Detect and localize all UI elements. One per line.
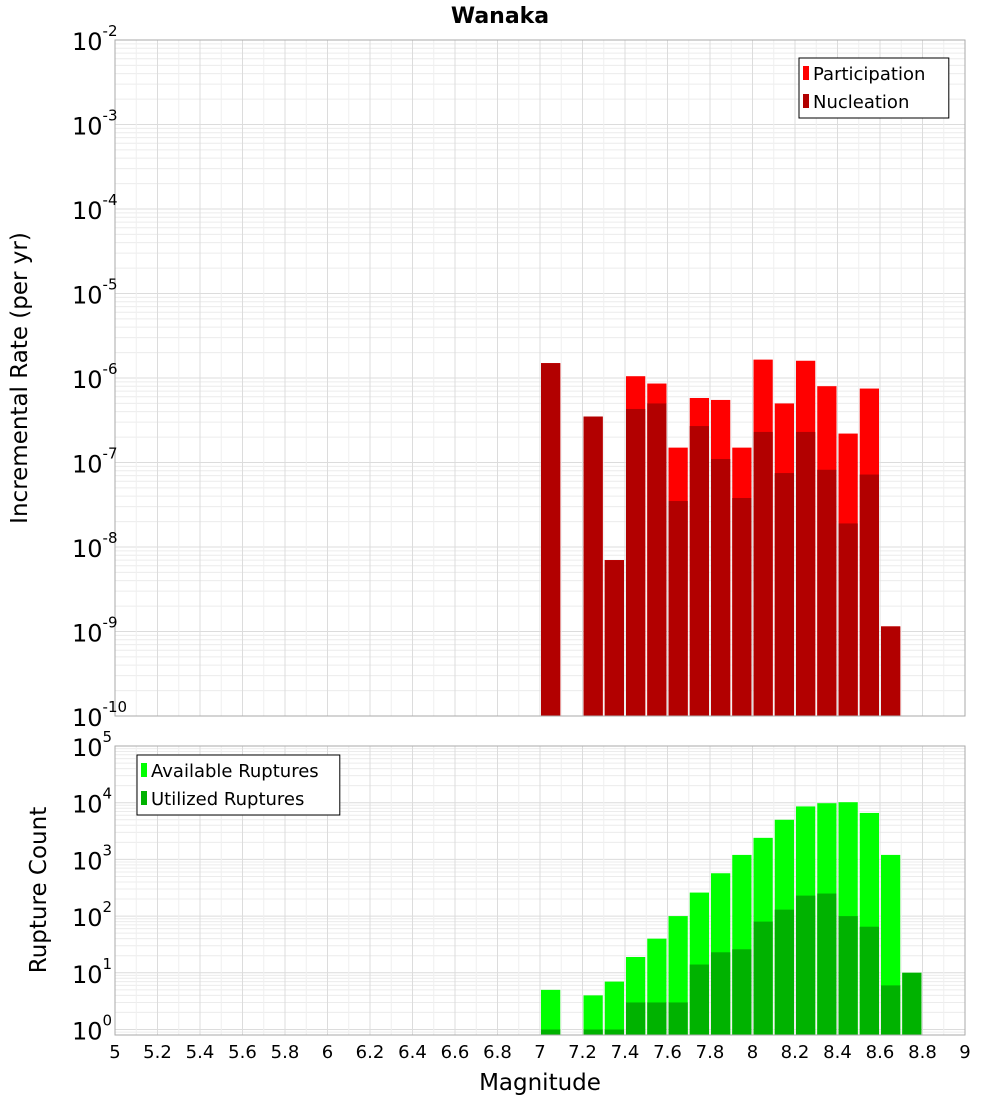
x-tick-label: 6.8 [483, 1042, 512, 1063]
count-legend-swatch [141, 763, 147, 777]
count-bar-utilized-ruptures [647, 1002, 667, 1035]
rate-panel: 10-2 10-3 10-4 10-5 10-6 10-7 10-8 10-9 10-10 Par… [72, 22, 966, 732]
rate-bar-nucleation [881, 626, 901, 716]
x-tick-label: 6 [322, 1042, 333, 1063]
count-bar-utilized-ruptures [711, 952, 731, 1035]
count-bar-utilized-ruptures [732, 949, 752, 1035]
rate-bar-nucleation [583, 416, 603, 716]
rate-legend-swatch [803, 66, 809, 80]
x-tick-label: 7 [534, 1042, 545, 1063]
rate-bar-nucleation [859, 474, 879, 716]
rate-legend-swatch [803, 94, 809, 108]
count-bar-available-ruptures [583, 995, 603, 1035]
count-bar-utilized-ruptures [881, 985, 901, 1035]
rate-y-tick-label: 10-7 [72, 445, 118, 479]
rate-y-tick-label: 10-8 [72, 529, 118, 563]
rate-legend-label: Participation [813, 64, 925, 85]
rate-bar-nucleation [626, 408, 646, 716]
count-legend-label: Available Ruptures [151, 761, 319, 782]
x-tick-label: 6.6 [441, 1042, 470, 1063]
x-tick-label: 5 [109, 1042, 120, 1063]
count-bar-utilized-ruptures [817, 893, 837, 1035]
x-tick-label: 7.4 [611, 1042, 640, 1063]
chart-title: Wanaka [451, 4, 549, 29]
count-bar-utilized-ruptures [796, 895, 816, 1035]
rate-y-tick-label: 10-5 [72, 276, 118, 310]
x-tick-labels: 5 5.2 5.4 5.6 5.8 6 6.2 6.4 6.6 6.8 7 7.2 7.4 7.6 7.8 8… [109, 1042, 970, 1063]
rate-legend: Participation Nucleation [798, 57, 950, 119]
rate-bar-nucleation [838, 523, 858, 716]
x-tick-label: 8.6 [866, 1042, 895, 1063]
count-y-tick-label: 104 [72, 785, 112, 819]
rate-bar-nucleation [753, 431, 773, 716]
rate-bar-nucleation [668, 501, 688, 716]
count-bar-utilized-ruptures [626, 1002, 646, 1035]
rate-bar-nucleation [774, 473, 794, 716]
count-y-tick-label: 102 [72, 898, 112, 932]
count-bar-utilized-ruptures [541, 1029, 561, 1035]
count-bar-available-ruptures [541, 989, 561, 1035]
x-tick-label: 8.8 [908, 1042, 937, 1063]
rate-y-tick-label: 10-6 [72, 360, 118, 394]
count-bar-utilized-ruptures [753, 921, 773, 1035]
rate-bar-nucleation [711, 459, 731, 716]
rate-legend-box [798, 57, 950, 119]
rate-legend-label: Nucleation [813, 92, 909, 113]
count-bar-utilized-ruptures [838, 916, 858, 1035]
rate-y-tick-label: 10-10 [72, 698, 127, 732]
count-legend-box [136, 754, 341, 816]
rate-y-tick-label: 10-2 [72, 22, 118, 56]
count-bar-available-ruptures [604, 981, 624, 1035]
rate-y-tick-label: 10-3 [72, 107, 118, 141]
rate-bar-nucleation [647, 403, 667, 716]
count-y-tick-label: 100 [72, 1012, 112, 1046]
x-tick-label: 9 [959, 1042, 970, 1063]
x-tick-label: 6.2 [356, 1042, 385, 1063]
count-bar-utilized-ruptures [604, 1029, 624, 1035]
x-tick-label: 5.4 [186, 1042, 215, 1063]
x-tick-label: 7.8 [696, 1042, 725, 1063]
count-y-tick-label: 101 [72, 955, 112, 989]
rate-bar-nucleation [817, 469, 837, 716]
count-bar-utilized-ruptures [774, 909, 794, 1035]
x-axis-label: Magnitude [479, 1070, 601, 1096]
count-legend-label: Utilized Ruptures [151, 789, 304, 810]
count-legend-swatch [141, 791, 147, 805]
count-bar-utilized-ruptures [668, 1002, 688, 1035]
count-bar-utilized-ruptures [583, 1029, 603, 1035]
top-y-axis-label: Incremental Rate (per yr) [7, 232, 33, 524]
rate-y-tick-label: 10-4 [72, 191, 118, 225]
x-tick-label: 5.6 [228, 1042, 257, 1063]
count-y-tick-label: 103 [72, 841, 112, 875]
x-tick-label: 8.4 [823, 1042, 852, 1063]
count-bar-utilized-ruptures [859, 926, 879, 1035]
rate-bar-nucleation [541, 363, 561, 716]
count-plot-border [114, 745, 966, 1036]
x-tick-label: 5.2 [143, 1042, 172, 1063]
rate-plot-border [114, 39, 966, 717]
count-legend: Available Ruptures Utilized Ruptures [136, 754, 341, 816]
rate-bar-nucleation [604, 560, 624, 716]
x-tick-label: 8 [747, 1042, 758, 1063]
x-tick-label: 7.6 [653, 1042, 682, 1063]
rate-bar-nucleation [732, 498, 752, 716]
x-tick-label: 7.2 [568, 1042, 597, 1063]
count-bar-utilized-ruptures [689, 964, 709, 1035]
x-tick-label: 6.4 [398, 1042, 427, 1063]
rate-y-tick-label: 10-9 [72, 614, 118, 648]
x-tick-label: 5.8 [271, 1042, 300, 1063]
count-y-tick-label: 105 [72, 728, 112, 762]
rate-bar-nucleation [689, 426, 709, 716]
bottom-y-axis-label: Rupture Count [26, 807, 52, 973]
count-panel: 105 104 103 102 101 100 Available Ruptures Util… [72, 728, 966, 1046]
count-bar-utilized-ruptures [902, 972, 922, 1035]
rate-bar-nucleation [796, 431, 816, 716]
x-tick-label: 8.2 [781, 1042, 810, 1063]
